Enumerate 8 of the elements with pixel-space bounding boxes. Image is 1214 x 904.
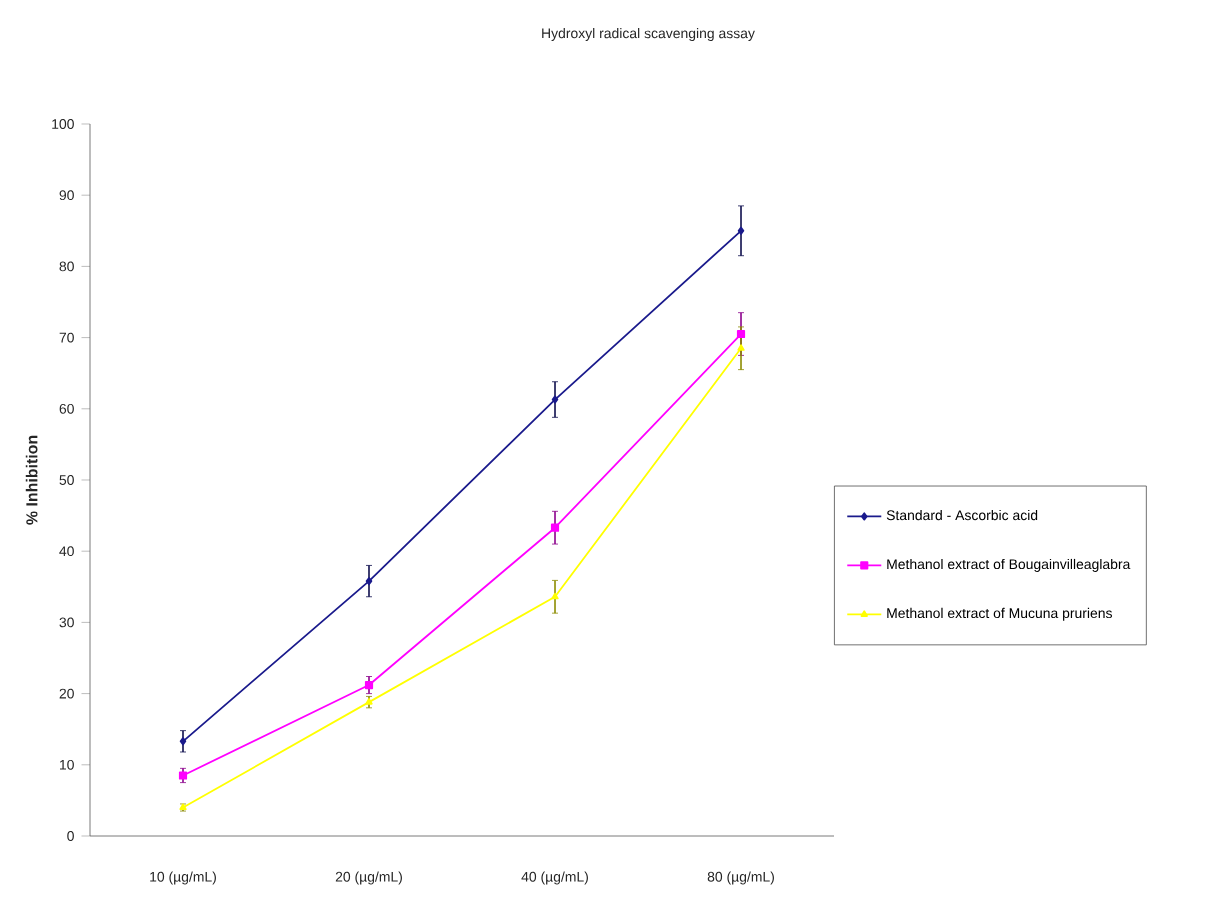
point — [551, 395, 559, 404]
point — [551, 592, 559, 600]
point — [364, 680, 374, 690]
point — [365, 577, 373, 586]
point — [737, 226, 745, 235]
point — [550, 523, 560, 532]
point — [179, 737, 187, 746]
point — [737, 344, 745, 351]
